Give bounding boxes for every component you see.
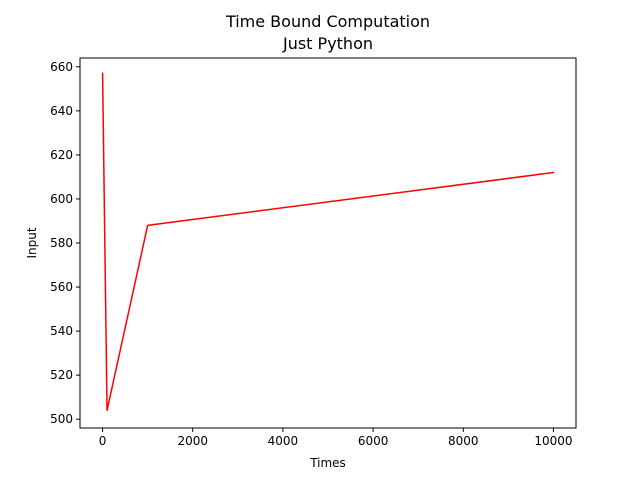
y-tick-label: 660	[50, 60, 73, 74]
y-tick-label: 600	[50, 192, 73, 206]
x-axis: 0 2000 4000 6000 8000 10000	[99, 428, 573, 448]
x-tick-label: 4000	[268, 434, 299, 448]
y-tick-label: 580	[50, 236, 73, 250]
x-tick-label: 0	[99, 434, 107, 448]
x-tick-label: 2000	[177, 434, 208, 448]
x-tick-label: 10000	[534, 434, 572, 448]
x-axis-label: Times	[309, 456, 346, 470]
y-tick-label: 540	[50, 324, 73, 338]
chart-title: Time Bound Computation	[225, 12, 430, 31]
x-tick-label: 8000	[448, 434, 479, 448]
y-tick-label: 500	[50, 412, 73, 426]
y-tick-label: 560	[50, 280, 73, 294]
y-tick-label: 620	[50, 148, 73, 162]
y-tick-label: 640	[50, 104, 73, 118]
chart-subtitle: Just Python	[282, 34, 373, 53]
series-line-0	[101, 72, 555, 412]
x-tick-label: 6000	[358, 434, 389, 448]
y-tick-label: 520	[50, 368, 73, 382]
y-axis-label: Input	[25, 227, 39, 258]
y-axis: 500 520 540 560 580 600 620 640 660	[50, 60, 80, 426]
plot-area	[101, 72, 555, 412]
